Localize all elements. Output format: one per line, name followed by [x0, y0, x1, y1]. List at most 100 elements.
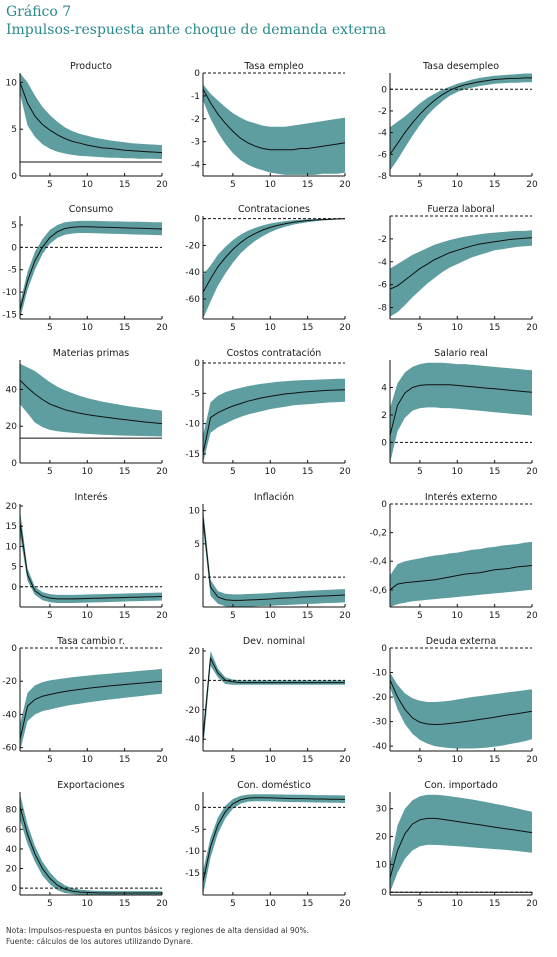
x-tick-label: 5 — [230, 611, 236, 621]
x-tick-label: 10 — [265, 755, 277, 765]
x-tick-label: 15 — [119, 611, 130, 621]
y-tick-label: 0 — [11, 459, 17, 469]
mean-line — [19, 82, 163, 154]
hpd-band — [203, 650, 345, 751]
x-tick-label: 20 — [526, 180, 538, 190]
y-tick-label: 0 — [381, 644, 387, 654]
y-tick-label: 5 — [11, 563, 17, 573]
panel-title: Exportaciones — [57, 780, 124, 791]
y-tick-label: 20 — [6, 865, 18, 875]
x-tick-label: 20 — [156, 611, 168, 621]
mean-line — [19, 226, 163, 311]
y-tick-label: -10 — [185, 420, 200, 430]
x-tick-label: 15 — [489, 611, 500, 621]
panel-title: Con. doméstico — [237, 780, 311, 791]
x-tick-label: 15 — [119, 467, 130, 477]
hpd-band — [203, 794, 345, 895]
hpd-band — [20, 220, 162, 319]
x-tick-label: 20 — [526, 755, 538, 765]
y-tick-label: 10 — [189, 507, 201, 517]
y-tick-label: -2 — [191, 115, 200, 125]
y-tick-label: -5 — [191, 389, 200, 399]
x-tick-label: 5 — [417, 467, 423, 477]
y-tick-label: -60 — [185, 295, 200, 305]
y-tick-label: -0,2 — [369, 529, 387, 539]
panel-title: Contrataciones — [238, 204, 310, 215]
x-tick-label: 15 — [302, 755, 313, 765]
panel-title: Tasa cambio r. — [56, 636, 125, 647]
x-tick-label: 5 — [230, 899, 236, 909]
hpd-band — [203, 218, 345, 319]
x-tick-label: 20 — [339, 323, 351, 333]
x-tick-label: 5 — [417, 899, 423, 909]
y-tick-label: -20 — [185, 706, 200, 716]
y-tick-label: 0 — [381, 438, 387, 448]
hpd-band — [390, 672, 532, 749]
y-tick-label: 0 — [194, 803, 200, 813]
y-tick-label: 5 — [194, 540, 200, 550]
x-tick-label: 10 — [265, 323, 277, 333]
x-tick-label: 10 — [452, 755, 464, 765]
y-tick-label: -60 — [2, 744, 17, 754]
y-tick-label: -10 — [372, 669, 387, 679]
irf-panel: Con. importado 30 20 10 0 5 10 15 20 — [376, 780, 538, 909]
y-tick-label: -0,6 — [369, 586, 387, 596]
hpd-band — [20, 363, 162, 437]
y-tick-label: -5 — [191, 825, 200, 835]
y-tick-label: 40 — [6, 845, 18, 855]
irf-panel: Inflación 10 5 0 5 10 15 20 — [189, 492, 351, 621]
y-tick-label: -6 — [378, 281, 387, 291]
mean-line — [389, 565, 533, 591]
x-tick-label: 5 — [47, 899, 53, 909]
hpd-band — [203, 378, 345, 463]
mean-line — [389, 817, 533, 879]
hpd-band — [203, 84, 345, 175]
panel-title: Deuda externa — [426, 636, 497, 647]
mean-line — [202, 797, 346, 883]
x-tick-label: 15 — [302, 467, 313, 477]
x-tick-label: 10 — [265, 611, 277, 621]
y-tick-label: -15 — [185, 869, 200, 879]
mean-line — [202, 517, 346, 601]
panel-title: Costos contratación — [227, 348, 322, 359]
y-tick-label: 0 — [381, 500, 387, 510]
y-tick-label: 20 — [376, 833, 388, 843]
x-tick-label: 10 — [452, 611, 464, 621]
x-tick-label: 5 — [230, 755, 236, 765]
y-tick-label: -10 — [2, 288, 17, 298]
mean-line — [19, 806, 162, 894]
x-tick-label: 15 — [489, 755, 500, 765]
y-tick-label: -4 — [378, 129, 387, 139]
mean-line — [389, 237, 533, 290]
y-tick-label: 10 — [6, 542, 18, 552]
panel-title: Tasa empleo — [243, 61, 303, 72]
x-tick-label: 20 — [339, 899, 351, 909]
x-tick-label: 15 — [489, 323, 500, 333]
y-tick-label: -20 — [185, 241, 200, 251]
x-tick-label: 5 — [47, 323, 53, 333]
hpd-band — [20, 668, 162, 751]
x-tick-label: 15 — [119, 755, 130, 765]
x-tick-label: 15 — [119, 899, 130, 909]
x-tick-label: 5 — [47, 180, 53, 190]
y-tick-label: 0 — [381, 888, 387, 898]
y-tick-label: 80 — [6, 806, 18, 816]
panel-title: Salario real — [434, 348, 488, 359]
y-tick-label: 0 — [381, 85, 387, 95]
y-tick-label: 2 — [381, 411, 387, 421]
y-tick-label: -10 — [185, 847, 200, 857]
y-tick-label: -5 — [8, 266, 17, 276]
x-tick-label: 5 — [230, 180, 236, 190]
x-tick-label: 10 — [452, 899, 464, 909]
irf-panel: Fuerza laboral -2 -4 -6 -8 5 10 15 20 — [378, 204, 538, 333]
y-tick-label: -4 — [378, 258, 387, 268]
x-tick-label: 20 — [156, 755, 168, 765]
y-tick-label: -0,4 — [369, 557, 387, 567]
y-tick-label: -40 — [185, 268, 200, 278]
y-tick-label: 0 — [11, 172, 17, 182]
y-tick-label: 0 — [11, 644, 17, 654]
y-tick-label: 10 — [6, 78, 18, 88]
x-tick-label: 15 — [302, 899, 313, 909]
x-tick-label: 20 — [339, 467, 351, 477]
y-tick-label: -20 — [2, 677, 17, 687]
